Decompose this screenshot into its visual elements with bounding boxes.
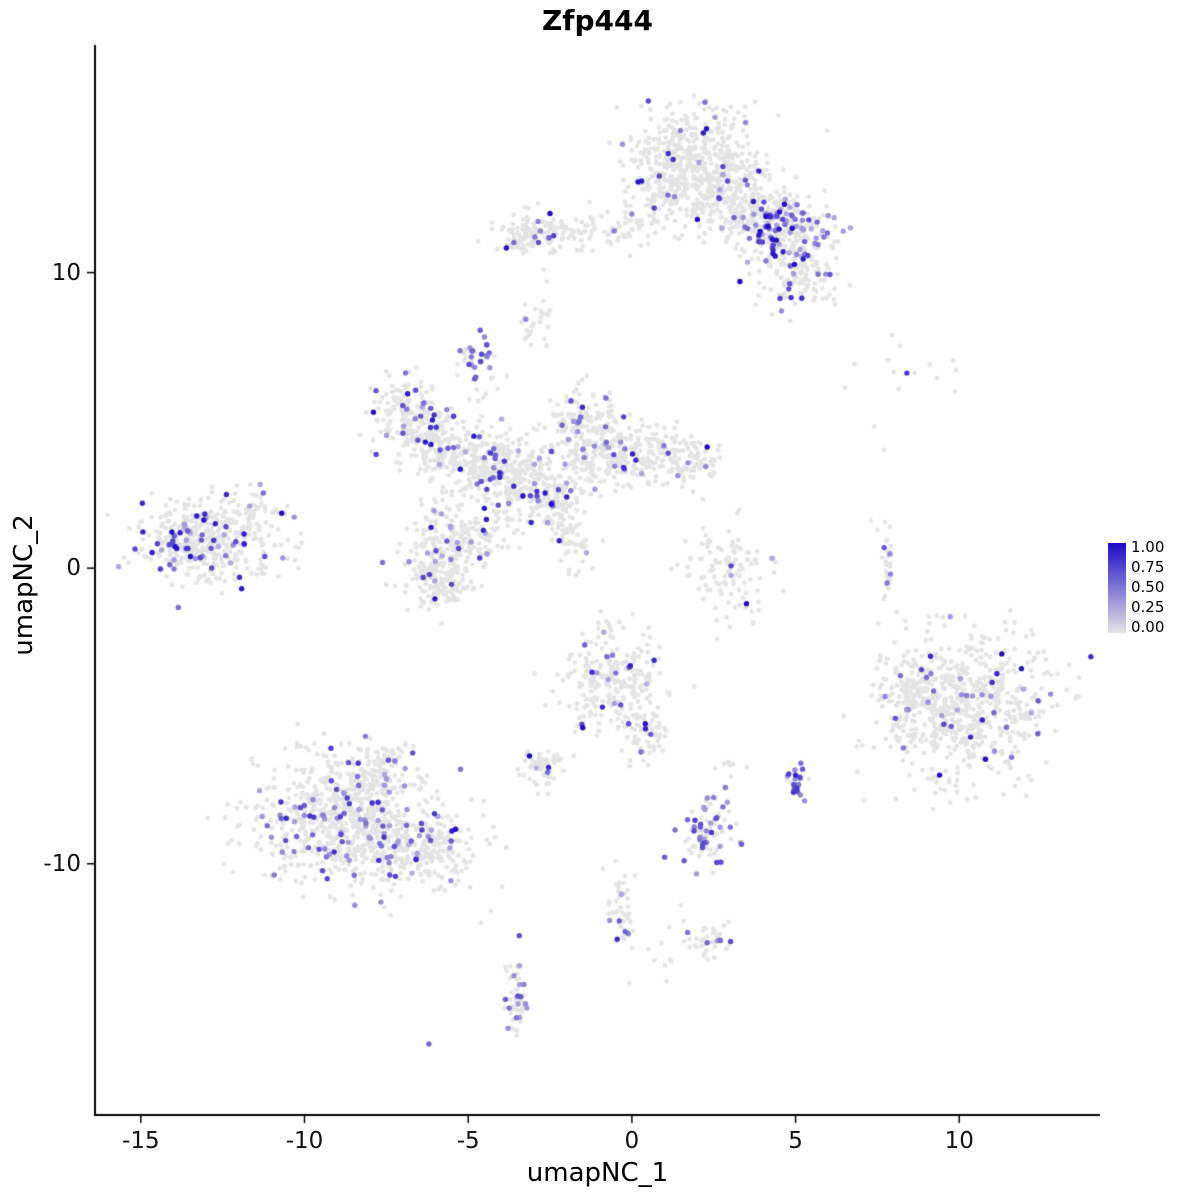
colorbar-labels: 1.00 0.75 0.50 0.25 0.00 [1131, 539, 1164, 635]
x-tick-label: 5 [788, 1128, 803, 1154]
legend-tick-label: 0.75 [1131, 558, 1165, 576]
legend-tick-label: 0.25 [1131, 598, 1165, 616]
y-tick-label: -10 [43, 850, 81, 877]
y-tick-label: 0 [66, 555, 81, 582]
legend-tick-label: 1.00 [1131, 538, 1165, 556]
legend-tick-label: 0.50 [1131, 578, 1165, 596]
x-tick-label: -15 [122, 1128, 160, 1154]
y-tick-label: 10 [51, 259, 81, 286]
expression-colorbar-legend: 1.00 0.75 0.50 0.25 0.00 [1108, 539, 1164, 635]
x-tick-label: 0 [624, 1128, 640, 1154]
x-tick-label: -10 [285, 1128, 324, 1154]
x-tick-label: 10 [944, 1128, 974, 1154]
legend-tick-label: 0.00 [1131, 618, 1165, 636]
x-tick-label: -5 [456, 1128, 480, 1154]
x-axis-label: umapNC_1 [526, 1158, 669, 1188]
y-axis-label: umapNC_2 [9, 514, 39, 656]
colorbar-gradient [1108, 543, 1126, 633]
